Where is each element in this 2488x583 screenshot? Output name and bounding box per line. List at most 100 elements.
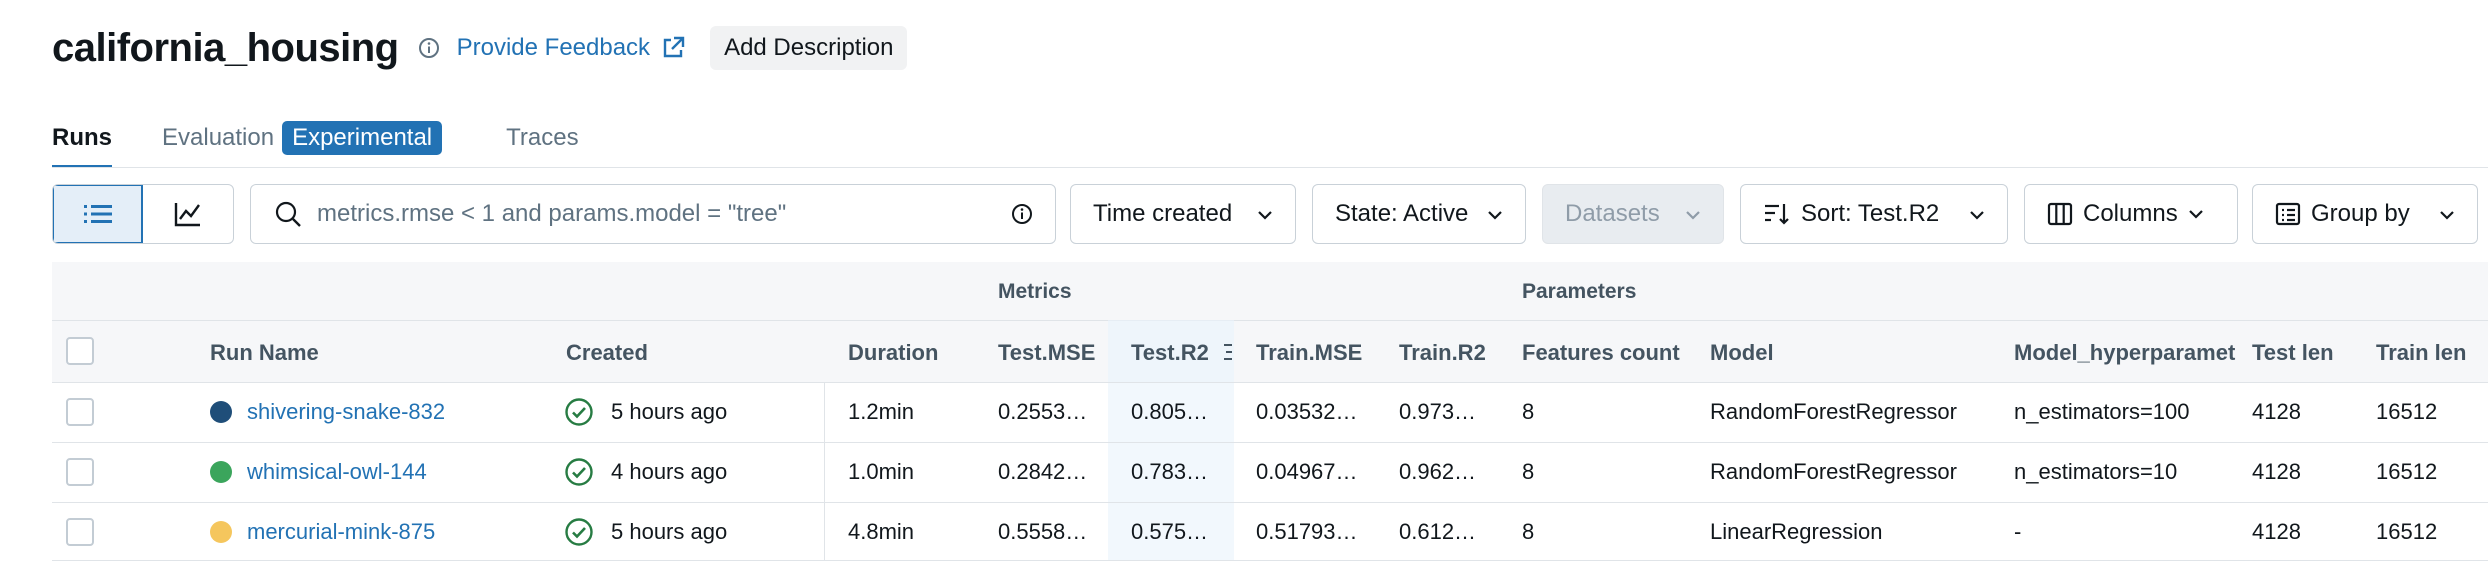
col-created[interactable]: Created [566,340,648,365]
col-duration[interactable]: Duration [848,340,939,365]
tab-bar: Runs Evaluation Experimental Traces [52,118,629,168]
col-run-name[interactable]: Run Name [210,340,319,365]
tab-runs[interactable]: Runs [52,118,112,168]
duration-cell: 1.0min [848,459,915,484]
features-count-cell: 8 [1522,459,1535,484]
table-row [52,382,2488,442]
run-color-dot[interactable] [210,401,232,423]
time-created-dropdown[interactable]: Time created [1070,184,1296,244]
group-by-icon [2275,202,2301,226]
provide-feedback-label: Provide Feedback [456,34,651,61]
col-model[interactable]: Model [1710,340,1774,365]
model-hyperparam-cell: n_estimators=100 [2014,399,2190,424]
table-row [52,442,2488,502]
tab-evaluation[interactable]: Evaluation Experimental [162,118,443,168]
run-color-dot[interactable] [210,461,232,483]
col-features-count[interactable]: Features count [1522,340,1680,365]
run-name-link[interactable]: mercurial-mink-875 [247,519,436,544]
select-all-checkbox[interactable] [66,337,94,365]
page-header: california_housing Provide Feedback Add … [52,22,908,74]
model-hyperparam-cell: - [2014,519,2022,544]
run-name-link[interactable]: shivering-snake-832 [247,399,446,424]
columns-dropdown[interactable]: Columns [2024,184,2238,244]
test-len-cell: 4128 [2252,399,2301,424]
columns-icon [2047,202,2073,226]
datasets-dropdown[interactable]: Datasets [1542,184,1724,244]
duration-cell: 1.2min [848,399,915,424]
tab-traces[interactable]: Traces [506,124,579,151]
row-checkbox[interactable] [66,458,94,486]
created-cell: 5 hours ago [611,399,728,424]
col-train-r2[interactable]: Train.R2 [1399,340,1486,365]
tabs-divider [52,167,2488,168]
search-icon [275,201,301,227]
group-by-dropdown[interactable]: Group by [2252,184,2478,244]
success-check-icon [565,398,593,426]
train-r2-cell: 0.612… [1399,519,1477,544]
train-r2-cell: 0.962… [1399,459,1477,484]
row-checkbox[interactable] [66,398,94,426]
info-icon[interactable] [417,36,441,60]
search-input[interactable]: metrics.rmse < 1 and params.model = "tre… [250,184,1056,244]
view-toggle [52,184,234,244]
table-bottom-border [52,560,2488,561]
features-count-cell: 8 [1522,519,1535,544]
train-mse-cell: 0.04967… [1256,459,1358,484]
search-placeholder: metrics.rmse < 1 and params.model = "tre… [317,200,787,227]
sort-icon [1765,204,1789,225]
col-model-hyperparam[interactable]: Model_hyperparamet [2014,340,2236,365]
train-r2-cell: 0.973… [1399,399,1477,424]
train-mse-cell: 0.03532… [1256,399,1358,424]
chevron-down-icon [1970,211,1984,220]
test-len-cell: 4128 [2252,459,2301,484]
chevron-down-icon [1488,211,1502,220]
success-check-icon [565,518,593,546]
sort-dropdown[interactable]: Sort: Test.R2 [1740,184,2008,244]
col-train-len[interactable]: Train len [2376,340,2467,365]
test-r2-cell: 0.575… [1131,519,1209,544]
run-name-link[interactable]: whimsical-owl-144 [247,459,427,484]
test-r2-cell: 0.805… [1131,399,1209,424]
created-cell: 4 hours ago [611,459,728,484]
column-menu-icon[interactable] [1224,342,1234,362]
test-mse-cell: 0.2553… [998,399,1088,424]
model-cell: LinearRegression [1710,519,1883,544]
model-cell: RandomForestRegressor [1710,399,1957,424]
metrics-group-label: Metrics [998,280,1072,303]
sorted-column-highlight [1108,320,1234,560]
tab-evaluation-label: Evaluation [162,124,275,151]
features-count-cell: 8 [1522,399,1535,424]
success-check-icon [565,458,593,486]
train-len-cell: 16512 [2376,399,2438,424]
column-separator [824,382,825,560]
external-link-icon [663,36,685,58]
test-r2-cell: 0.783… [1131,459,1209,484]
experimental-badge: Experimental [282,121,443,155]
table-column-header [52,320,2488,382]
table-row [52,502,2488,562]
table-group-header [52,262,2488,320]
run-color-dot[interactable] [210,521,232,543]
test-mse-cell: 0.5558… [998,519,1088,544]
col-test-r2[interactable]: Test.R2 [1131,340,1209,365]
table-view-button[interactable] [53,185,143,243]
group-by-label: Group by [2311,200,2410,227]
sort-label: Sort: Test.R2 [1801,200,1940,227]
chart-view-button[interactable] [143,185,233,243]
col-train-mse[interactable]: Train.MSE [1256,340,1363,365]
search-info-icon[interactable] [1011,203,1033,225]
chevron-down-icon [2188,210,2203,219]
state-dropdown[interactable]: State: Active [1312,184,1526,244]
parameters-group-label: Parameters [1522,280,1637,303]
col-test-len[interactable]: Test len [2252,340,2334,365]
time-created-label: Time created [1093,200,1233,227]
chart-icon [174,203,200,227]
model-hyperparam-cell: n_estimators=10 [2014,459,2178,484]
col-test-mse[interactable]: Test.MSE [998,340,1096,365]
add-description-button[interactable]: Add Description [710,26,908,70]
chevron-down-icon [1258,211,1272,220]
provide-feedback-link[interactable]: Provide Feedback [457,34,686,62]
list-icon [83,205,112,223]
row-checkbox[interactable] [66,518,94,546]
